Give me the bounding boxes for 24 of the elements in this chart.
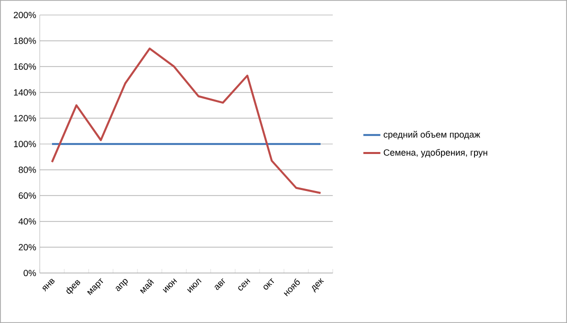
x-tick-label: янв: [42, 278, 54, 292]
x-tick-label: июл: [187, 278, 202, 293]
y-tick-label: 40%: [18, 218, 36, 225]
x-tick-label: фев: [66, 280, 80, 294]
y-tick-label: 0%: [24, 270, 36, 276]
x-tick-label: окт: [264, 278, 274, 290]
legend-label: Семена, удобрения, грун: [384, 149, 488, 158]
y-tick-label: 80%: [18, 166, 36, 173]
line-series: [51, 48, 322, 194]
legend-label: средний объем продаж: [384, 130, 480, 140]
y-tick-label: 180%: [14, 38, 36, 44]
y-tick-label: 120%: [14, 115, 36, 122]
x-tick-label: май: [140, 278, 154, 294]
y-tick-label: 20%: [18, 244, 36, 250]
y-tick-label: 100%: [14, 140, 36, 148]
y-tick-label: 200%: [14, 12, 36, 18]
x-tick-label: дек: [312, 278, 324, 293]
y-tick-label: 140%: [14, 89, 36, 96]
y-tick-label: 60%: [18, 192, 36, 199]
x-tick-label: июн: [162, 278, 178, 293]
x-tick-label: авг: [214, 278, 226, 290]
x-tick-label: апр: [116, 278, 128, 292]
y-tick-label: 160%: [14, 63, 36, 70]
x-tick-label: сен: [238, 278, 250, 291]
